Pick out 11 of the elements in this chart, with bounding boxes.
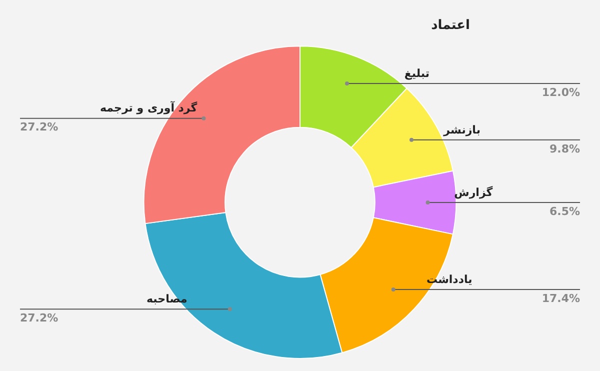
data-label: 6.5% (549, 204, 580, 218)
slice-label: گرد آوری و ترجمه (100, 100, 198, 115)
data-label: 12.0% (542, 86, 580, 99)
data-label: 27.2% (20, 311, 58, 324)
data-label: 9.8% (549, 142, 580, 156)
slice-label: گزارش (454, 186, 494, 199)
chart-title: اعتماد (431, 18, 470, 34)
data-label: 17.4% (542, 292, 580, 305)
data-label: 27.2% (20, 120, 58, 134)
slice-label: تبلیغ (404, 66, 430, 80)
slice-label: بازنشر (442, 123, 480, 136)
